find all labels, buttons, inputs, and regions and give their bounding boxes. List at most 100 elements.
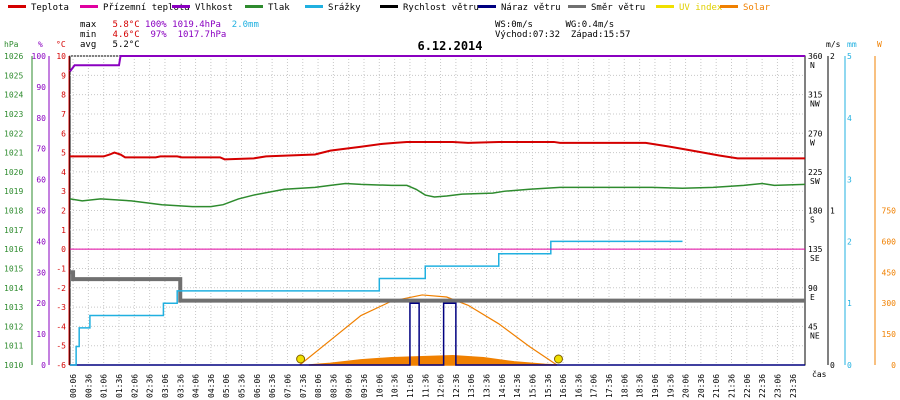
stats-min-hum: 97% — [150, 30, 167, 40]
time-tick-label: 00:36 — [84, 374, 93, 398]
time-tick-label: 18:06 — [620, 374, 629, 398]
wind-dir-name: NW — [810, 100, 820, 109]
temperature-tick: 3 — [61, 187, 66, 196]
time-tick-label: 03:36 — [176, 374, 185, 398]
time-tick-label: 02:36 — [146, 374, 155, 398]
stats-max-row: max 5.8°C 100% 1019.4hPa 2.0mm — [80, 20, 259, 30]
rain-unit: mm — [847, 40, 857, 49]
pressure-tick: 1018 — [4, 207, 23, 216]
time-tick-label: 23:36 — [789, 374, 798, 398]
wind-dir-name: N — [810, 61, 815, 70]
time-tick-label: 07:36 — [299, 374, 308, 398]
legend-swatch — [656, 5, 674, 8]
legend-label: UV index — [679, 3, 723, 13]
humidity-tick: 80 — [36, 114, 46, 123]
pressure-tick: 1025 — [4, 71, 23, 80]
humidity-tick: 90 — [36, 83, 46, 92]
rain-tick: 3 — [847, 176, 852, 185]
stats-min-press: 1017.7hPa — [177, 30, 227, 40]
temperature-tick: 5 — [61, 149, 66, 158]
time-tick-label: 23:06 — [773, 374, 782, 398]
time-tick-label: 22:06 — [743, 374, 752, 398]
stats-rain-total: 2.0mm — [231, 20, 259, 30]
time-tick-label: 13:36 — [483, 374, 492, 398]
solar-tick: 150 — [882, 330, 897, 339]
time-tick-label: 09:06 — [345, 374, 354, 398]
pressure-line — [69, 182, 806, 208]
wind-dir-tick: 45 — [808, 322, 818, 331]
humidity-line — [69, 55, 805, 73]
time-tick-label: 19:06 — [651, 374, 660, 398]
legend-item-3: Tlak — [245, 3, 290, 15]
temperature-tick: 4 — [61, 168, 66, 177]
temperature-tick: -3 — [56, 303, 66, 312]
legend-item-6: Náraz větru — [478, 3, 561, 15]
pressure-tick: 1012 — [4, 322, 23, 331]
time-tick-label: 15:36 — [544, 374, 553, 398]
temperature-tick: -1 — [56, 264, 66, 273]
time-tick-label: 12:36 — [452, 374, 461, 398]
wind-speed-tick: 0 — [830, 361, 835, 370]
humidity-tick: 40 — [36, 237, 46, 246]
pressure-tick: 1021 — [4, 149, 23, 158]
temperature-tick: -2 — [56, 284, 66, 293]
temperature-unit: °C — [56, 40, 66, 49]
time-tick-label: 17:06 — [590, 374, 599, 398]
wind-dir-tick: 90 — [808, 284, 818, 293]
rain-tick: 4 — [847, 114, 852, 123]
solar-tick: 750 — [882, 207, 897, 216]
pressure-unit: hPa — [4, 40, 19, 49]
time-tick-label: 03:06 — [161, 374, 170, 398]
wind-speed-unit: m/s — [826, 40, 841, 49]
stats-sunrise: Východ:07:32 — [495, 30, 561, 40]
time-tick-label: 00:06 — [69, 374, 78, 398]
legend-swatch — [478, 5, 496, 8]
humidity-tick: 70 — [36, 145, 46, 154]
temperature-tick: -4 — [56, 322, 66, 331]
sunset-marker — [553, 354, 563, 364]
pressure-tick: 1010 — [4, 361, 23, 370]
time-tick-label: 12:06 — [437, 374, 446, 398]
temperature-tick: -6 — [56, 361, 66, 370]
solar-tick: 600 — [882, 237, 897, 246]
time-tick-label: 20:06 — [682, 374, 691, 398]
humidity-tick: 30 — [36, 268, 46, 277]
wind-dir-name: E — [810, 293, 815, 302]
wind-dir-name: S — [810, 216, 815, 225]
stats-min-temp: 4.6°C — [112, 30, 140, 40]
stats-min-label: min — [80, 30, 97, 40]
legend-swatch — [8, 5, 26, 8]
time-tick-label: 06:36 — [268, 374, 277, 398]
pressure-tick: 1013 — [4, 303, 23, 312]
legend-label: Vlhkost — [195, 3, 233, 13]
wind-speed-tick: 1 — [830, 207, 835, 216]
stats-wg: WG:0.4m/s — [565, 20, 615, 30]
legend-swatch — [305, 5, 323, 8]
legend-item-7: Směr větru — [568, 3, 645, 15]
time-tick-label: 19:36 — [666, 374, 675, 398]
temperature-tick: 6 — [61, 129, 66, 138]
solar-tick: 450 — [882, 268, 897, 277]
time-tick-label: 08:06 — [314, 374, 323, 398]
humidity-tick: 50 — [36, 207, 46, 216]
rain-line — [70, 240, 683, 366]
time-tick-label: 11:36 — [421, 374, 430, 398]
legend-label: Náraz větru — [501, 3, 561, 13]
pressure-tick: 1023 — [4, 110, 23, 119]
time-tick-label: 08:36 — [329, 374, 338, 398]
temperature-tick: 1 — [61, 226, 66, 235]
time-tick-label: 15:06 — [528, 374, 537, 398]
stats-avg-temp: 5.2°C — [112, 40, 140, 50]
time-tick-label: 04:06 — [192, 374, 201, 398]
temperature-tick: 2 — [61, 207, 66, 216]
time-tick-label: 13:06 — [467, 374, 476, 398]
legend-swatch — [568, 5, 586, 8]
humidity-tick: 20 — [36, 299, 46, 308]
time-tick-label: 17:36 — [605, 374, 614, 398]
time-tick-label: 22:36 — [758, 374, 767, 398]
stats-sunset: Západ:15:57 — [570, 30, 631, 40]
time-tick-label: 06:06 — [253, 374, 262, 398]
rain-tick: 2 — [847, 237, 852, 246]
pressure-tick: 1026 — [4, 52, 23, 61]
